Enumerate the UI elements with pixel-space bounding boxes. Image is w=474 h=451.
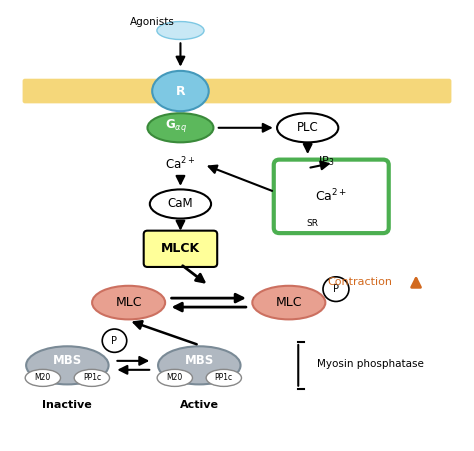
Ellipse shape	[26, 346, 109, 384]
Text: Inactive: Inactive	[43, 400, 92, 410]
Text: MLC: MLC	[275, 296, 302, 309]
FancyBboxPatch shape	[23, 79, 451, 103]
Ellipse shape	[74, 369, 109, 387]
Text: Myosin phosphatase: Myosin phosphatase	[317, 359, 424, 369]
Text: MLCK: MLCK	[161, 242, 200, 255]
Ellipse shape	[25, 369, 61, 387]
Text: MBS: MBS	[53, 354, 82, 368]
Text: P: P	[111, 336, 118, 346]
Text: SR: SR	[306, 219, 319, 228]
Text: Contraction: Contraction	[327, 276, 392, 286]
FancyBboxPatch shape	[144, 230, 217, 267]
Ellipse shape	[323, 277, 349, 301]
Ellipse shape	[158, 346, 240, 384]
FancyBboxPatch shape	[274, 160, 389, 233]
Text: PP1c: PP1c	[83, 373, 101, 382]
Ellipse shape	[277, 113, 338, 143]
Ellipse shape	[92, 286, 165, 319]
Text: G$_{\alpha q}$: G$_{\alpha q}$	[164, 117, 187, 134]
Text: MLC: MLC	[115, 296, 142, 309]
Text: Ca$^{2+}$: Ca$^{2+}$	[165, 155, 196, 172]
Text: PLC: PLC	[297, 121, 319, 134]
Text: M20: M20	[35, 373, 51, 382]
Text: PP1c: PP1c	[215, 373, 233, 382]
Ellipse shape	[206, 369, 241, 387]
Text: IP$_3$: IP$_3$	[319, 155, 335, 168]
Text: Agonists: Agonists	[130, 17, 174, 27]
Ellipse shape	[102, 329, 127, 352]
Text: R: R	[176, 84, 185, 97]
Text: Active: Active	[180, 400, 219, 410]
Text: P: P	[333, 284, 339, 294]
Ellipse shape	[150, 189, 211, 219]
Text: Ca$^{2+}$: Ca$^{2+}$	[315, 188, 347, 205]
Ellipse shape	[252, 286, 325, 319]
Ellipse shape	[157, 369, 192, 387]
Text: M20: M20	[167, 373, 183, 382]
Text: MBS: MBS	[185, 354, 214, 368]
Ellipse shape	[152, 71, 209, 111]
Text: CaM: CaM	[168, 198, 193, 211]
Ellipse shape	[157, 22, 204, 40]
Ellipse shape	[147, 113, 213, 143]
